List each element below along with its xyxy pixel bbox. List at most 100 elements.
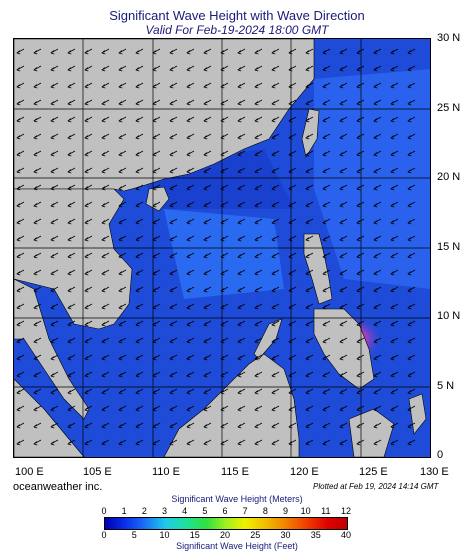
lat-label-20n: 20 N bbox=[437, 171, 461, 183]
wave-direction-arrow bbox=[152, 235, 161, 242]
wave-direction-arrow bbox=[118, 99, 127, 106]
wave-direction-arrow bbox=[339, 184, 348, 191]
wave-direction-arrow bbox=[101, 337, 110, 344]
wave-direction-arrow bbox=[407, 48, 416, 55]
wave-direction-arrow bbox=[288, 269, 297, 276]
wave-direction-arrow bbox=[152, 167, 161, 174]
colorbar-meter-tick: 2 bbox=[141, 506, 147, 516]
wave-direction-arrow bbox=[84, 201, 93, 208]
wave-direction-arrow bbox=[237, 150, 246, 157]
wave-direction-arrow bbox=[373, 201, 382, 208]
wave-direction-arrow bbox=[169, 99, 178, 106]
wave-direction-arrow bbox=[373, 235, 382, 242]
wave-direction-arrow bbox=[220, 99, 229, 106]
wave-direction-arrow bbox=[271, 184, 280, 191]
lat-label-5n: 5 N bbox=[437, 380, 455, 392]
wave-direction-arrow bbox=[305, 184, 314, 191]
wave-direction-arrow bbox=[135, 422, 144, 429]
wave-direction-arrow bbox=[356, 48, 365, 55]
wave-direction-arrow bbox=[288, 218, 297, 225]
wave-direction-arrow bbox=[254, 303, 263, 310]
wave-direction-arrow bbox=[390, 388, 399, 395]
wave-direction-arrow bbox=[186, 218, 195, 225]
wave-direction-arrow bbox=[288, 354, 297, 361]
wave-direction-arrow bbox=[203, 252, 212, 259]
lon-label-125e: 125 E bbox=[359, 466, 388, 478]
wave-direction-arrow bbox=[84, 184, 93, 191]
wave-direction-arrow bbox=[390, 184, 399, 191]
wave-direction-arrow bbox=[220, 218, 229, 225]
wave-direction-arrow bbox=[407, 286, 416, 293]
wave-direction-arrow bbox=[152, 48, 161, 55]
wave-direction-arrow bbox=[305, 133, 314, 140]
colorbar-meter-tick: 0 bbox=[101, 506, 107, 516]
wave-direction-arrow bbox=[203, 116, 212, 123]
wave-direction-arrow bbox=[237, 405, 246, 412]
colorbar-meter-tick: 5 bbox=[202, 506, 208, 516]
wave-direction-arrow bbox=[33, 167, 42, 174]
wave-direction-arrow bbox=[101, 269, 110, 276]
wave-direction-arrow bbox=[33, 371, 42, 378]
wave-direction-arrow bbox=[322, 218, 331, 225]
wave-direction-arrow bbox=[373, 99, 382, 106]
wave-direction-arrow bbox=[356, 218, 365, 225]
wave-direction-arrow bbox=[322, 99, 331, 106]
colorbar-feet-tick: 5 bbox=[131, 530, 137, 540]
wave-direction-arrow bbox=[101, 133, 110, 140]
wave-direction-arrow bbox=[186, 388, 195, 395]
sea-zone-pacific bbox=[314, 69, 430, 289]
wave-direction-arrow bbox=[118, 337, 127, 344]
wave-direction-arrow bbox=[373, 252, 382, 259]
wave-direction-arrow bbox=[84, 371, 93, 378]
wave-direction-arrow bbox=[271, 235, 280, 242]
wave-direction-arrow bbox=[356, 422, 365, 429]
wave-direction-arrow bbox=[84, 303, 93, 310]
wave-direction-arrow bbox=[101, 167, 110, 174]
wave-direction-arrow bbox=[101, 201, 110, 208]
wave-direction-arrow bbox=[33, 235, 42, 242]
wave-direction-arrow bbox=[67, 388, 76, 395]
wave-direction-arrow bbox=[84, 422, 93, 429]
wave-direction-arrow bbox=[118, 252, 127, 259]
wave-direction-arrow bbox=[186, 48, 195, 55]
wave-direction-arrow bbox=[67, 116, 76, 123]
wave-direction-arrow bbox=[203, 48, 212, 55]
wave-direction-arrow bbox=[288, 82, 297, 89]
wave-direction-arrow bbox=[169, 133, 178, 140]
wave-direction-arrow bbox=[407, 201, 416, 208]
wave-direction-arrow bbox=[169, 184, 178, 191]
wave-direction-arrow bbox=[390, 218, 399, 225]
wave-direction-arrow bbox=[254, 388, 263, 395]
wave-direction-arrow bbox=[135, 167, 144, 174]
wave-direction-arrow bbox=[16, 422, 25, 429]
wave-direction-arrow bbox=[322, 133, 331, 140]
wave-direction-arrow bbox=[305, 82, 314, 89]
wave-direction-arrow bbox=[101, 65, 110, 72]
wave-direction-arrow bbox=[237, 99, 246, 106]
lon-label-110e: 110 E bbox=[152, 466, 180, 478]
wave-direction-arrow bbox=[84, 99, 93, 106]
lat-label-10n: 10 N bbox=[437, 310, 461, 322]
wave-direction-arrow bbox=[67, 48, 76, 55]
wave-direction-arrow bbox=[67, 201, 76, 208]
plotted-timestamp: Plotted at Feb 19, 2024 14:14 GMT bbox=[313, 482, 439, 491]
wave-direction-arrow bbox=[33, 218, 42, 225]
wave-direction-arrow bbox=[169, 82, 178, 89]
wave-direction-arrow bbox=[169, 405, 178, 412]
wave-direction-arrow bbox=[373, 303, 382, 310]
wave-direction-arrow bbox=[407, 439, 416, 446]
wave-direction-arrow bbox=[254, 150, 263, 157]
wave-direction-arrow bbox=[169, 320, 178, 327]
wave-direction-arrow bbox=[322, 303, 331, 310]
wave-direction-arrow bbox=[356, 150, 365, 157]
wave-direction-arrow bbox=[16, 150, 25, 157]
wave-direction-arrow bbox=[339, 405, 348, 412]
wave-direction-arrow bbox=[101, 320, 110, 327]
wave-direction-arrow bbox=[152, 388, 161, 395]
wave-direction-arrow bbox=[373, 48, 382, 55]
colorbar-feet-tick: 10 bbox=[159, 530, 170, 540]
wave-direction-arrow bbox=[67, 269, 76, 276]
wave-direction-arrow bbox=[67, 337, 76, 344]
wave-direction-arrow bbox=[118, 422, 127, 429]
colorbar-meter-tick: 6 bbox=[222, 506, 228, 516]
